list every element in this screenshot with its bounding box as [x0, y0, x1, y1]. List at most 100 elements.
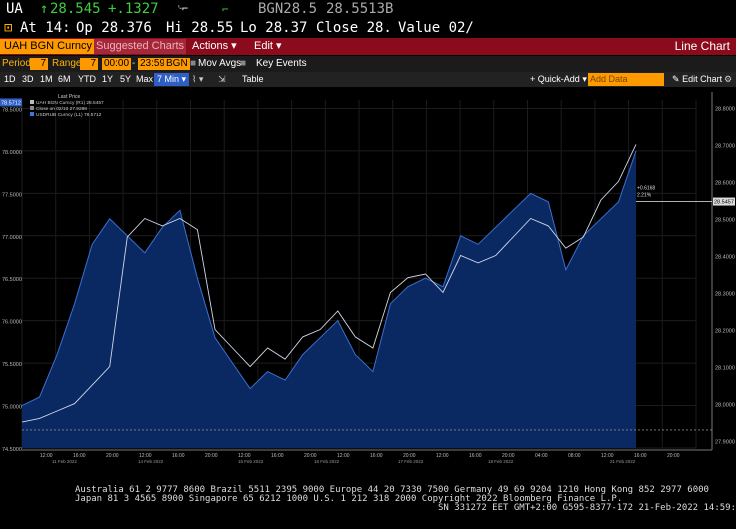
up-arrow-icon: ↑ [40, 1, 49, 17]
range-button-6m[interactable]: 6M [58, 74, 71, 84]
interval-label: 7 Min [157, 74, 180, 84]
legend-swatch [30, 106, 34, 110]
right-tick-label: 28.0000 [715, 403, 735, 409]
low-price: Lo 28.37 [240, 20, 308, 36]
time-separator: - [132, 58, 136, 69]
edit-chart-button[interactable]: ✎ Edit Chart [672, 72, 722, 87]
legend-title: Last Price [58, 94, 80, 100]
edit-menu[interactable]: Edit ▾ [254, 38, 282, 55]
add-data-input[interactable]: Add Data [588, 73, 664, 86]
left-tick-label: 75.5000 [2, 362, 22, 368]
range-button-max[interactable]: Max [136, 74, 154, 84]
quick-add-label: Quick-Add [537, 74, 580, 84]
x-tick-label: 20:00 [403, 453, 416, 459]
sparkline-icon: ⌎⌐ [176, 4, 189, 15]
left-tick-label: 75.0000 [2, 405, 22, 411]
suggested-charts-button[interactable]: Suggested Charts [94, 39, 187, 54]
x-tick-label: 20:00 [304, 453, 317, 459]
range-input[interactable]: 7 [80, 58, 98, 70]
left-axis: 78.5000 78.0000 77.5000 77.0000 76.5000 76.00… [0, 98, 22, 453]
chevron-down-icon: ▾ [231, 40, 237, 52]
uah-line [21, 144, 637, 423]
x-date-label: 14 Feb 2022 [138, 459, 164, 464]
chart-type-title: Line Chart [674, 39, 730, 53]
right-tick-label: 28.5000 [715, 217, 735, 223]
close-price: Close 28. [316, 20, 392, 36]
range-button-1y[interactable]: 1Y [102, 74, 114, 84]
range-button-1d[interactable]: 1D [4, 74, 16, 84]
ticker-row-1: UA ↑ 28.545 +.1327 ⌎⌐ ⌐ BGN28.5 28.5513B [0, 0, 736, 19]
source-input[interactable]: BGN [164, 58, 190, 70]
settings-icon[interactable]: ⚙ [724, 74, 733, 84]
left-tick-label: 76.5000 [2, 277, 22, 283]
time-from-input[interactable]: 00:00 [102, 58, 132, 70]
range-button-ytd[interactable]: YTD [78, 74, 96, 84]
x-date-label: 15 Feb 2022 [238, 459, 264, 464]
interval-select[interactable]: 7 Min ▾ [154, 73, 190, 86]
x-tick-label: 20:00 [106, 453, 119, 459]
menu-bar: UAH BGN Curncy Suggested Charts Actions … [0, 38, 736, 55]
x-tick-label: 12:00 [601, 453, 614, 459]
open-price: Op 28.376 [76, 20, 152, 36]
footer-line-1: Australia 61 2 9777 8600 Brazil 5511 239… [75, 485, 709, 495]
period-label: Period [2, 58, 31, 69]
x-axis: 12:00 16:00 20:00 12:00 16:00 20:00 12:00 16:00… [22, 449, 712, 464]
x-tick-label: 20:00 [667, 453, 680, 459]
key-events-checkbox[interactable]: ■ [240, 58, 247, 69]
suggested-charts-label: Suggested Charts [96, 40, 185, 52]
left-tick-label: 77.5000 [2, 192, 22, 198]
x-tick-label: 16:00 [370, 453, 383, 459]
table-button[interactable]: Table [242, 74, 264, 84]
left-current-badge [0, 98, 22, 107]
annotation-percent: 2.21% [637, 193, 652, 199]
security-field[interactable]: UAH BGN Curncy [0, 39, 94, 54]
right-tick-label: 28.8000 [715, 106, 735, 112]
right-current-badge [713, 197, 735, 206]
line-style-icon[interactable]: ⌇ ▾ [192, 74, 204, 84]
right-tick-label: 27.9000 [715, 440, 735, 446]
annotation-change: +0.6168 [637, 186, 655, 192]
mov-avgs-checkbox[interactable]: ■ [190, 58, 197, 69]
x-date-label: 21 Feb 2022 [610, 459, 636, 464]
left-tick-label: 74.5000 [2, 447, 22, 453]
x-tick-label: 12:00 [139, 453, 152, 459]
plus-icon: + [530, 74, 536, 84]
x-tick-label: 12:00 [40, 453, 53, 459]
x-date-label: 11 Feb 2022 [52, 459, 77, 464]
right-tick-label: 28.6000 [715, 180, 735, 186]
x-tick-label: 12:00 [436, 453, 449, 459]
footer-line-3: SN 331272 EET GMT+2:00 G595-8377-172 21-… [438, 503, 736, 513]
x-date-label: 16 Feb 2022 [314, 459, 340, 464]
mov-avgs-label[interactable]: Mov Avgs [198, 58, 242, 69]
x-tick-label: 16:00 [634, 453, 647, 459]
time-to-input[interactable]: 23:59 [138, 58, 168, 70]
right-tick-label: 28.1000 [715, 366, 735, 372]
key-events-label[interactable]: Key Events [256, 58, 307, 69]
x-tick-label: 16:00 [469, 453, 482, 459]
left-tick-label: 76.0000 [2, 320, 22, 326]
ticker-row-2: ⊡ At 14: Op 28.376 Hi 28.55 Lo 28.37 Clo… [0, 19, 736, 38]
right-current-label: 28.5457 [714, 200, 734, 206]
left-tick-label: 78.0000 [2, 150, 22, 156]
range-button-5y[interactable]: 5Y [120, 74, 132, 84]
left-tick-label: 78.5000 [2, 107, 22, 113]
right-tick-label: 28.4000 [715, 254, 735, 260]
left-current-label: 78.5712 [1, 100, 21, 106]
x-tick-label: 12:00 [238, 453, 251, 459]
period-input[interactable]: 7 [30, 58, 48, 70]
x-tick-label: 16:00 [271, 453, 284, 459]
range-button-3d[interactable]: 3D [22, 74, 34, 84]
line-chart[interactable]: 78.5000 78.0000 77.5000 77.0000 76.5000 76.00… [0, 88, 736, 493]
zoom-icon[interactable]: ⇲ [218, 74, 226, 84]
legend-item-label: USDRUB Curncy (L1) 78.5712 [36, 112, 102, 118]
edit-label: Edit [254, 40, 273, 52]
left-tick-label: 77.0000 [2, 235, 22, 241]
x-date-label: 17 Feb 2022 [398, 459, 424, 464]
right-axis: 28.8000 28.7000 28.6000 28.5000 28.4000 28.30… [22, 92, 735, 450]
actions-menu[interactable]: Actions ▾ [192, 38, 237, 55]
range-button-1m[interactable]: 1M [40, 74, 53, 84]
quick-add-button[interactable]: + Quick-Add ▾ [530, 74, 587, 84]
right-tick-label: 28.7000 [715, 143, 735, 149]
controls-bar: Period 7 Range 7 00:00 - 23:59 BGN ■ Mov… [0, 56, 736, 72]
